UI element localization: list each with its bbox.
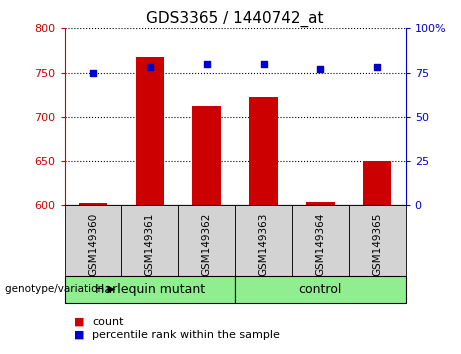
Text: count: count bbox=[92, 317, 124, 327]
Text: Harlequin mutant: Harlequin mutant bbox=[95, 283, 205, 296]
Point bbox=[89, 70, 97, 75]
Point bbox=[260, 61, 267, 67]
Point bbox=[203, 61, 210, 67]
Text: GSM149364: GSM149364 bbox=[315, 212, 325, 276]
Text: GSM149363: GSM149363 bbox=[259, 212, 269, 276]
Title: GDS3365 / 1440742_at: GDS3365 / 1440742_at bbox=[146, 11, 324, 27]
Point bbox=[317, 66, 324, 72]
Bar bbox=[79, 202, 107, 205]
Text: percentile rank within the sample: percentile rank within the sample bbox=[92, 330, 280, 339]
Point bbox=[146, 64, 154, 70]
Bar bbox=[249, 97, 278, 205]
Text: GSM149361: GSM149361 bbox=[145, 212, 155, 276]
Text: ■: ■ bbox=[74, 317, 84, 327]
Bar bbox=[136, 57, 164, 205]
Text: GSM149362: GSM149362 bbox=[201, 212, 212, 276]
Bar bbox=[306, 202, 335, 205]
Bar bbox=[363, 161, 391, 205]
Text: control: control bbox=[299, 283, 342, 296]
Text: genotype/variation ▶: genotype/variation ▶ bbox=[5, 284, 115, 295]
Point bbox=[373, 64, 381, 70]
Text: GSM149360: GSM149360 bbox=[88, 212, 98, 276]
Bar bbox=[193, 106, 221, 205]
Text: GSM149365: GSM149365 bbox=[372, 212, 382, 276]
Text: ■: ■ bbox=[74, 330, 84, 339]
